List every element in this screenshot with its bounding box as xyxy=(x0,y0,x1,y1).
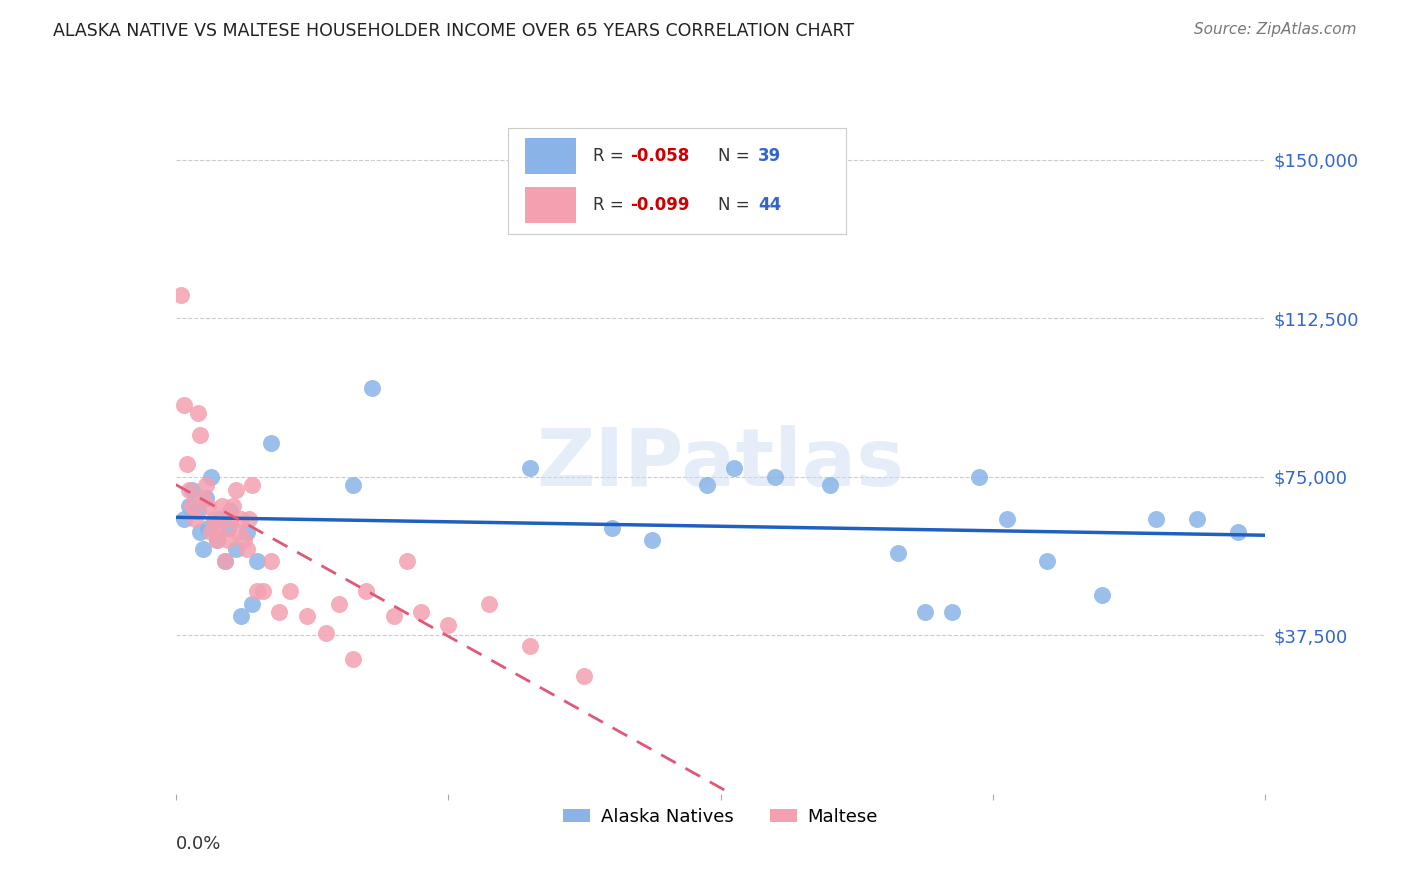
Point xyxy=(208,512,231,526)
Point xyxy=(202,512,225,526)
Point xyxy=(295,609,318,624)
Point xyxy=(186,407,209,421)
Point xyxy=(995,512,1018,526)
Point xyxy=(360,381,382,395)
Point xyxy=(231,512,253,526)
Point xyxy=(191,491,214,505)
Point xyxy=(818,478,841,492)
Point xyxy=(194,491,217,505)
Point xyxy=(1144,512,1167,526)
Point xyxy=(382,609,405,624)
Point xyxy=(519,461,541,475)
Point xyxy=(696,478,718,492)
Point xyxy=(941,605,963,619)
Point xyxy=(222,500,245,514)
Point xyxy=(228,524,250,539)
Point xyxy=(214,554,236,568)
Point xyxy=(252,584,274,599)
Point xyxy=(219,512,242,526)
Point xyxy=(240,478,263,492)
Point xyxy=(519,639,541,653)
Point xyxy=(342,651,364,665)
Point xyxy=(200,524,222,539)
Point xyxy=(763,470,786,484)
Point xyxy=(269,605,291,619)
Point xyxy=(232,533,254,548)
Legend: Alaska Natives, Maltese: Alaska Natives, Maltese xyxy=(555,800,886,833)
Point xyxy=(173,398,195,412)
Text: Source: ZipAtlas.com: Source: ZipAtlas.com xyxy=(1194,22,1357,37)
Point xyxy=(186,504,209,518)
Point xyxy=(328,597,350,611)
Point xyxy=(260,436,283,450)
Point xyxy=(225,541,247,556)
Point xyxy=(197,520,219,534)
Point xyxy=(225,483,247,497)
Point xyxy=(969,470,991,484)
Text: ALASKA NATIVE VS MALTESE HOUSEHOLDER INCOME OVER 65 YEARS CORRELATION CHART: ALASKA NATIVE VS MALTESE HOUSEHOLDER INC… xyxy=(53,22,855,40)
Point xyxy=(181,483,204,497)
Text: 0.0%: 0.0% xyxy=(176,835,221,853)
Point xyxy=(235,541,257,556)
Point xyxy=(170,288,193,302)
Point xyxy=(409,605,432,619)
Point xyxy=(356,584,378,599)
Point xyxy=(214,554,236,568)
Text: ZIPatlas: ZIPatlas xyxy=(537,425,904,503)
Point xyxy=(179,483,201,497)
Point xyxy=(231,609,253,624)
Point xyxy=(188,524,211,539)
Point xyxy=(342,478,364,492)
Point xyxy=(211,500,233,514)
Point xyxy=(217,533,239,548)
Point xyxy=(240,597,263,611)
Point xyxy=(184,512,207,526)
Point xyxy=(200,470,222,484)
Point xyxy=(194,478,217,492)
Point xyxy=(886,546,908,560)
Point xyxy=(315,626,337,640)
Point xyxy=(641,533,664,548)
Point xyxy=(208,520,231,534)
Point xyxy=(205,533,228,548)
Point xyxy=(1227,524,1250,539)
Point xyxy=(173,512,195,526)
Point xyxy=(914,605,936,619)
Point xyxy=(260,554,283,568)
Point xyxy=(205,533,228,548)
Point xyxy=(600,520,623,534)
Point xyxy=(219,504,242,518)
Point xyxy=(197,500,219,514)
Point xyxy=(179,500,201,514)
Point xyxy=(478,597,501,611)
Point xyxy=(188,427,211,442)
Point xyxy=(191,541,214,556)
Point xyxy=(1036,554,1059,568)
Point xyxy=(278,584,301,599)
Point xyxy=(217,520,239,534)
Point xyxy=(1091,588,1114,602)
Point xyxy=(246,584,269,599)
Point xyxy=(574,668,596,682)
Point xyxy=(238,512,260,526)
Point xyxy=(1187,512,1209,526)
Point xyxy=(246,554,269,568)
Point xyxy=(181,500,204,514)
Point xyxy=(437,617,460,632)
Point xyxy=(235,524,257,539)
Point xyxy=(396,554,419,568)
Point xyxy=(723,461,745,475)
Point xyxy=(176,457,198,471)
